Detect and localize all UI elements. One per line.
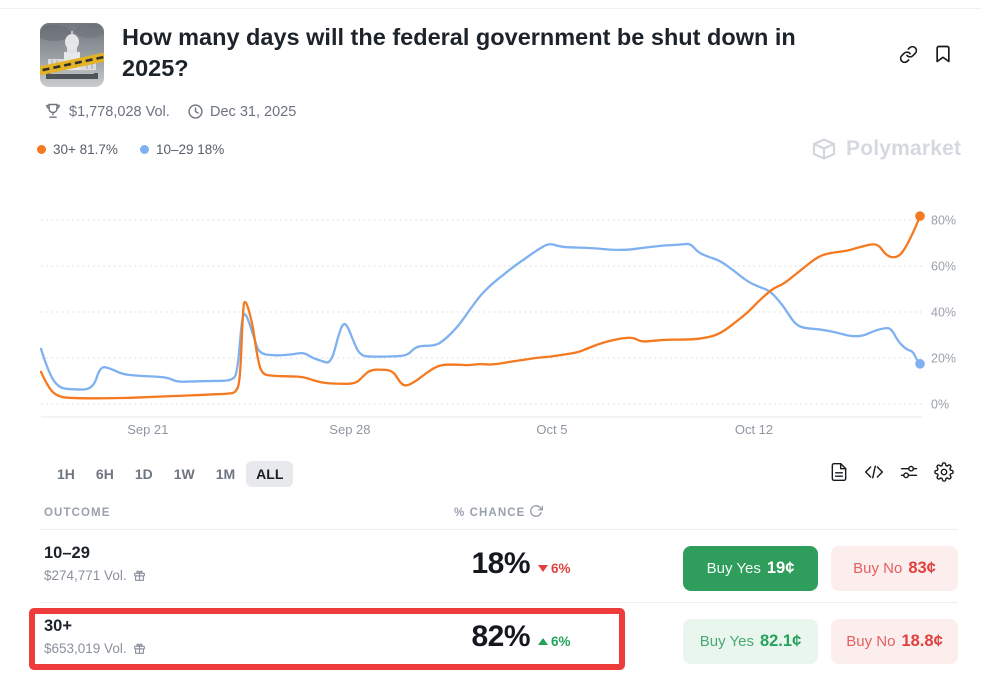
divider — [40, 529, 958, 530]
change-value: 6% — [551, 634, 571, 649]
outcome-volume: $653,019 Vol. — [44, 641, 127, 656]
chance-value: 82% — [471, 620, 530, 653]
series-line-10to29 — [39, 242, 922, 391]
column-header-outcome: OUTCOME — [44, 507, 111, 519]
legend-item-10to29: 10–29 18% — [139, 142, 225, 157]
bookmark-button[interactable] — [933, 43, 953, 65]
chart-legend: 30+ 81.7% 10–29 18% — [37, 142, 224, 157]
capitol-image — [40, 23, 104, 87]
market-thumbnail-capitol — [40, 23, 104, 87]
column-header-chance: % CHANCE — [454, 507, 526, 519]
buy-no-label: Buy No — [853, 560, 903, 577]
bookmark-icon — [936, 45, 950, 63]
buy-no-button-30plus[interactable]: Buy No 18.8¢ — [831, 619, 958, 664]
page-title: How many days will the federal governmen… — [122, 24, 796, 81]
buy-no-price: 83¢ — [908, 559, 936, 577]
time-range-toolbar: 1H 6H 1D 1W 1M ALL — [47, 461, 294, 487]
filters-icon — [900, 465, 918, 479]
embed-code-icon — [864, 465, 884, 479]
series-end-dot-30plus — [915, 211, 925, 221]
buy-yes-label: Buy Yes — [706, 560, 761, 577]
triangle-down-icon — [538, 565, 548, 572]
y-axis-label: 80% — [931, 214, 956, 228]
refresh-button[interactable] — [529, 504, 544, 518]
gear-icon — [934, 462, 954, 482]
series-line-30plus — [39, 214, 922, 400]
outcome-name: 10–29 — [44, 544, 90, 562]
x-axis-label: Sep 21 — [127, 422, 168, 437]
range-all[interactable]: ALL — [246, 461, 294, 487]
polymarket-watermark: Polymarket — [810, 135, 961, 163]
range-1w[interactable]: 1W — [164, 461, 205, 487]
copy-link-button[interactable] — [899, 45, 918, 64]
rules-button[interactable] — [829, 462, 849, 482]
y-axis-label: 20% — [931, 352, 956, 366]
buy-yes-label: Buy Yes — [699, 633, 754, 650]
x-axis-label: Oct 5 — [536, 422, 567, 437]
card-top-border — [0, 8, 981, 9]
range-1d[interactable]: 1D — [125, 461, 163, 487]
polymarket-logo — [812, 138, 836, 160]
clock-icon — [187, 103, 204, 120]
range-1m[interactable]: 1M — [206, 461, 245, 487]
price-chart[interactable]: 0% 20% 40% 60% 80% Sep 21 Sep 28 Oct 5 Oct 12 — [0, 190, 981, 448]
chart-tools — [829, 462, 954, 482]
market-end-date: Dec 31, 2025 — [210, 104, 297, 120]
legend-dot-blue — [139, 145, 149, 154]
legend-dot-orange — [37, 145, 46, 154]
document-icon — [831, 462, 847, 482]
buy-yes-button-10to29[interactable]: Buy Yes 19¢ — [683, 546, 818, 591]
outcome-row-30plus: 30+ $653,019 Vol. 82% 6% Buy Yes 82.1¢ B… — [0, 603, 981, 675]
y-axis-label: 0% — [931, 398, 949, 412]
change-value: 6% — [551, 561, 571, 576]
range-1h[interactable]: 1H — [47, 461, 85, 487]
x-axis-label: Oct 12 — [735, 422, 773, 437]
buy-yes-price: 82.1¢ — [759, 632, 802, 650]
gift-icon[interactable] — [133, 569, 146, 582]
buy-yes-button-30plus[interactable]: Buy Yes 82.1¢ — [683, 619, 818, 664]
buy-no-button-10to29[interactable]: Buy No 83¢ — [831, 546, 958, 591]
chance-change-up: 6% — [538, 634, 571, 649]
chance-change-down: 6% — [538, 561, 571, 576]
chance-value: 18% — [471, 547, 530, 580]
legend-label: 10–29 18% — [155, 142, 225, 157]
embed-button[interactable] — [864, 462, 884, 482]
buy-no-label: Buy No — [846, 633, 896, 650]
range-6h[interactable]: 6H — [86, 461, 124, 487]
legend-label: 30+ 81.7% — [53, 142, 118, 157]
chart-settings-button[interactable] — [899, 462, 919, 482]
settings-button[interactable] — [934, 462, 954, 482]
market-volume: $1,778,028 Vol. — [69, 104, 170, 120]
y-axis-label: 40% — [931, 306, 956, 320]
legend-item-30plus: 30+ 81.7% — [37, 142, 118, 157]
watermark-brand: Polymarket — [846, 137, 962, 160]
refresh-icon — [530, 505, 544, 517]
outcome-volume: $274,771 Vol. — [44, 568, 127, 583]
buy-no-price: 18.8¢ — [901, 632, 943, 650]
divider — [40, 602, 958, 603]
buy-yes-price: 19¢ — [766, 559, 795, 577]
outcome-name: 30+ — [44, 617, 72, 635]
series-end-dot-10to29 — [915, 359, 925, 369]
y-axis-label: 60% — [931, 260, 956, 274]
outcome-row-10to29: 10–29 $274,771 Vol. 18% 6% Buy Yes 19¢ B… — [0, 530, 981, 602]
x-axis-label: Sep 28 — [329, 422, 370, 437]
gift-icon[interactable] — [133, 642, 146, 655]
triangle-up-icon — [538, 638, 548, 645]
link-icon — [899, 45, 918, 64]
trophy-icon — [44, 102, 62, 120]
